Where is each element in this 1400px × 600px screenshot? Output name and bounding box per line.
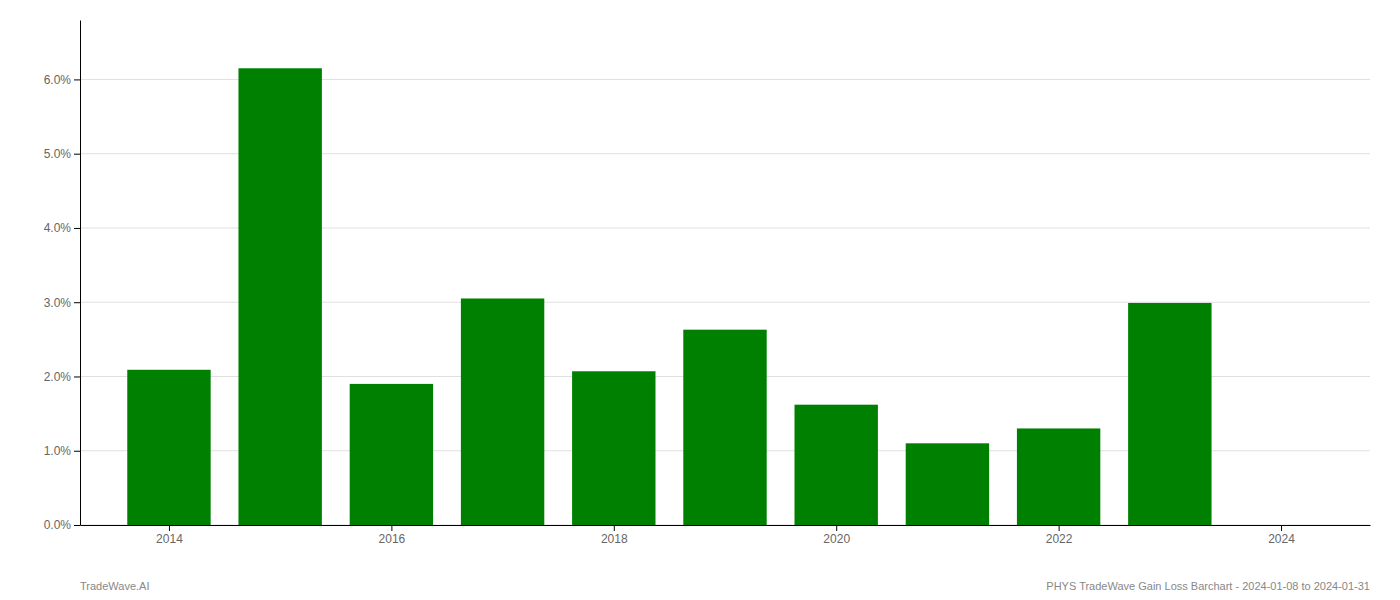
y-tick-label: 3.0% bbox=[44, 296, 72, 310]
x-tick-label: 2020 bbox=[823, 532, 850, 546]
x-tick: 2022 bbox=[1046, 525, 1073, 546]
annotation: TradeWave.AI bbox=[80, 580, 150, 592]
bar bbox=[906, 443, 989, 525]
chart-svg: 2014 2016 2018 2020 2022 2024 0.0% 1.0% 2.0% 3.0%… bbox=[0, 0, 1400, 600]
y-tick-label: 4.0% bbox=[44, 221, 72, 235]
plot-area: 2014 2016 2018 2020 2022 2024 0.0% 1.0% 2.0% 3.0%… bbox=[44, 21, 1371, 546]
x-tick: 2014 bbox=[156, 525, 183, 546]
y-tick: 3.0% bbox=[44, 296, 80, 310]
bar bbox=[1128, 303, 1211, 525]
y-tick-label: 0.0% bbox=[44, 518, 72, 532]
y-axis-line bbox=[80, 21, 81, 526]
y-tick-label: 5.0% bbox=[44, 147, 72, 161]
x-tick-mark bbox=[169, 525, 170, 531]
y-tick-mark bbox=[74, 154, 80, 155]
x-tick: 2018 bbox=[601, 525, 628, 546]
bar bbox=[572, 371, 655, 525]
y-tick: 5.0% bbox=[44, 147, 80, 161]
y-tick-mark bbox=[74, 79, 80, 80]
y-tick: 0.0% bbox=[44, 518, 80, 532]
x-axis: 2014 2016 2018 2020 2022 2024 bbox=[81, 525, 1371, 546]
x-tick-mark bbox=[1281, 525, 1282, 531]
y-tick-mark bbox=[74, 451, 80, 452]
x-tick-label: 2018 bbox=[601, 532, 628, 546]
x-tick-mark bbox=[1059, 525, 1060, 531]
x-tick: 2016 bbox=[379, 525, 406, 546]
annotation: PHYS TradeWave Gain Loss Barchart - 2024… bbox=[1046, 580, 1370, 592]
footer: TradeWave.AI PHYS TradeWave Gain Loss Bar… bbox=[80, 580, 1370, 592]
y-tick-label: 6.0% bbox=[44, 73, 72, 87]
bar bbox=[350, 384, 433, 525]
y-tick-mark bbox=[74, 302, 80, 303]
bars bbox=[127, 68, 1211, 525]
y-tick: 6.0% bbox=[44, 73, 80, 87]
y-tick: 4.0% bbox=[44, 221, 80, 235]
x-tick: 2020 bbox=[823, 525, 850, 546]
x-tick-mark bbox=[614, 525, 615, 531]
bar bbox=[1017, 428, 1100, 525]
bar bbox=[461, 298, 544, 525]
x-tick-label: 2022 bbox=[1046, 532, 1073, 546]
x-axis-line bbox=[81, 525, 1371, 526]
chart-container: 2014 2016 2018 2020 2022 2024 0.0% 1.0% 2.0% 3.0%… bbox=[0, 0, 1400, 600]
bar bbox=[127, 370, 210, 525]
x-tick-mark bbox=[836, 525, 837, 531]
y-tick-mark bbox=[74, 376, 80, 377]
x-tick-label: 2016 bbox=[379, 532, 406, 546]
x-tick-mark bbox=[391, 525, 392, 531]
y-tick: 2.0% bbox=[44, 370, 80, 384]
y-tick-label: 1.0% bbox=[44, 444, 72, 458]
x-tick-label: 2014 bbox=[156, 532, 183, 546]
bar bbox=[683, 330, 766, 525]
bar bbox=[238, 68, 321, 525]
bar bbox=[795, 405, 878, 525]
y-tick: 1.0% bbox=[44, 444, 80, 458]
y-tick-label: 2.0% bbox=[44, 370, 72, 384]
y-tick-mark bbox=[74, 228, 80, 229]
x-tick: 2024 bbox=[1268, 525, 1295, 546]
x-tick-label: 2024 bbox=[1268, 532, 1295, 546]
y-tick-mark bbox=[74, 525, 80, 526]
y-axis: 0.0% 1.0% 2.0% 3.0% 4.0% 5.0% 6.0% bbox=[44, 21, 81, 533]
